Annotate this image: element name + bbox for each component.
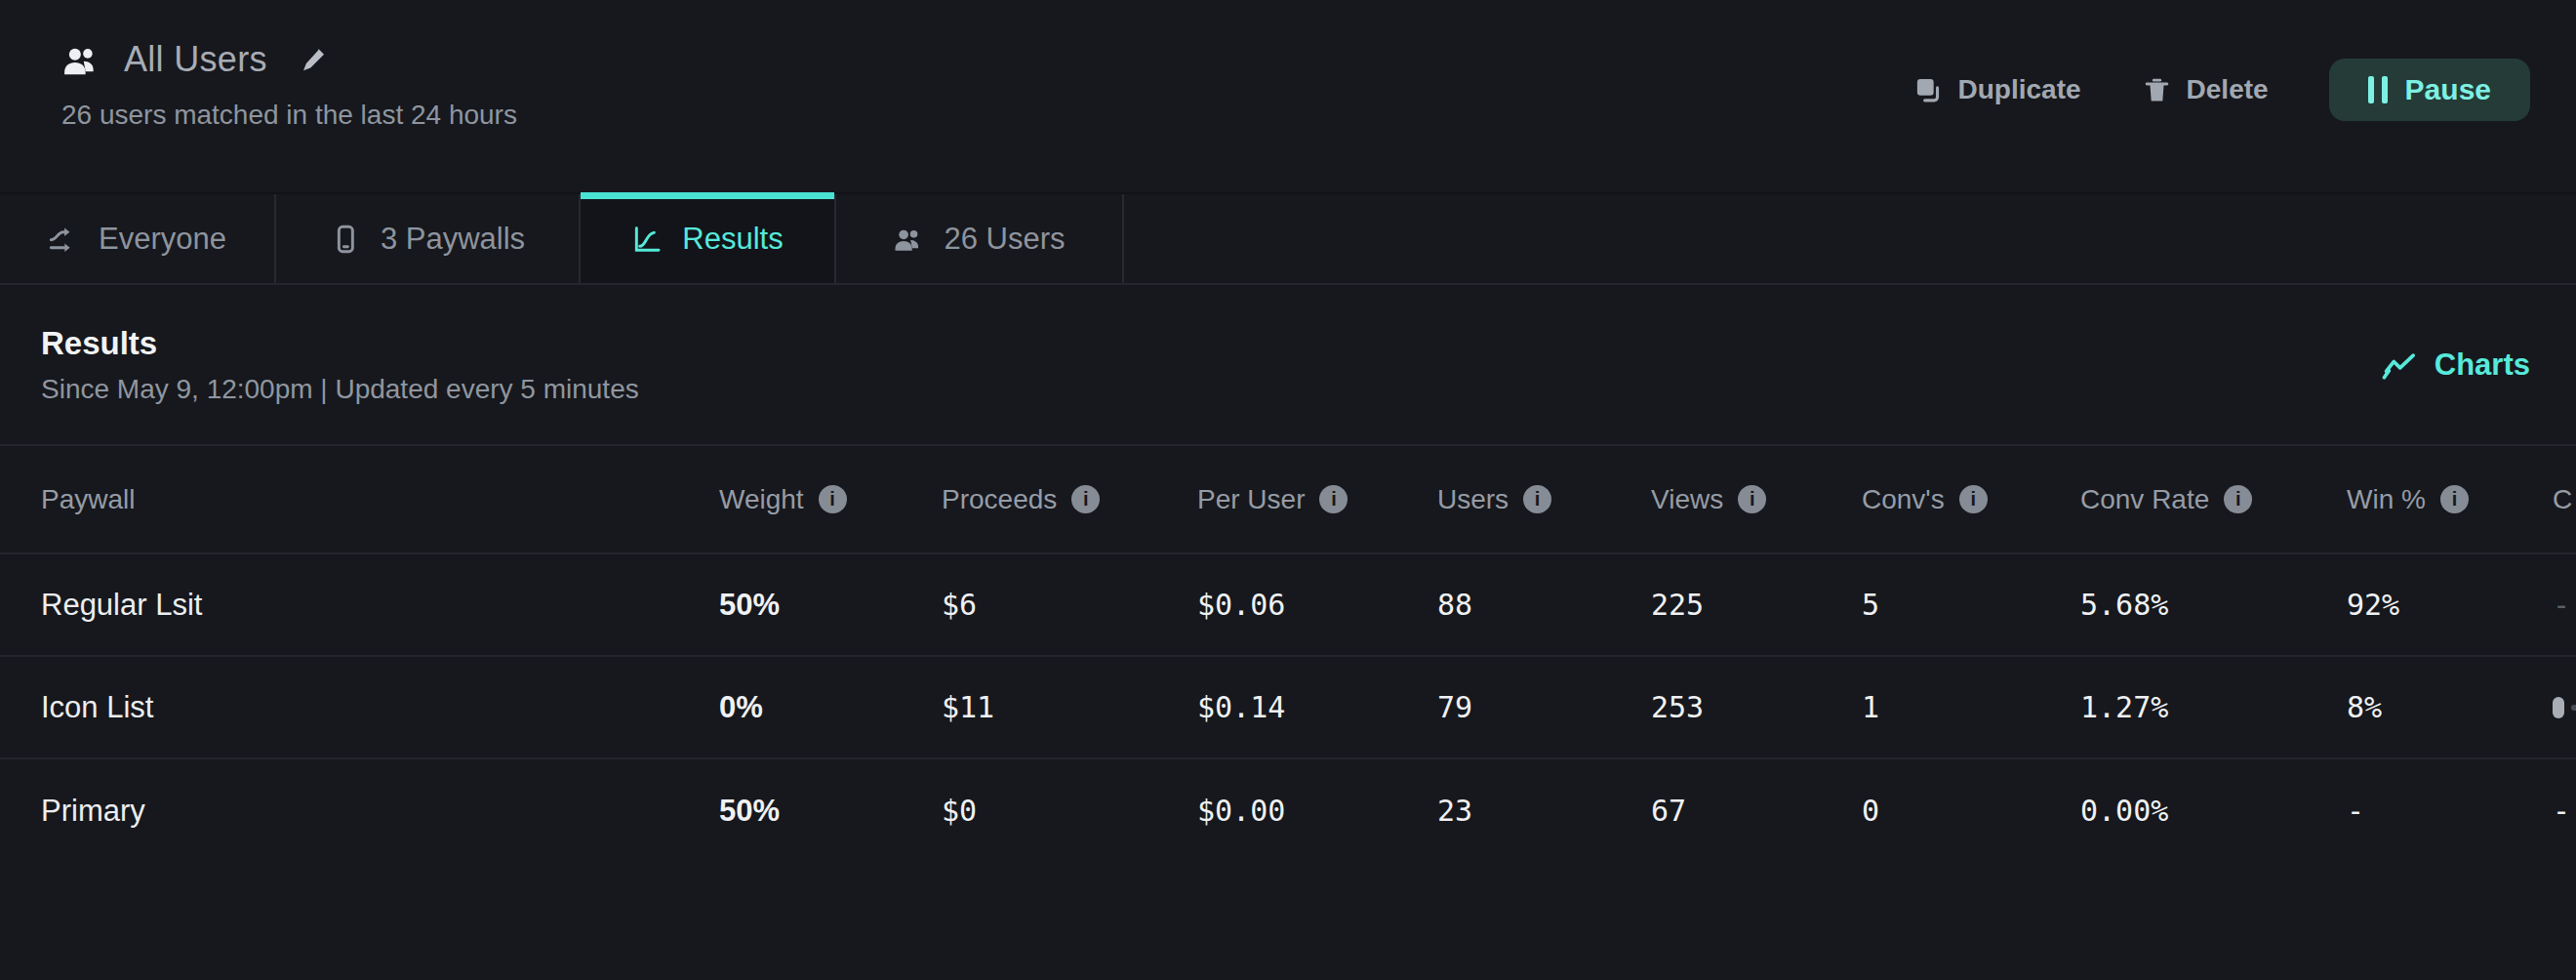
line-chart-icon xyxy=(631,224,663,255)
clipped-value: - xyxy=(2553,588,2576,622)
info-icon[interactable]: i xyxy=(1738,485,1766,513)
weight-value: 50% xyxy=(719,588,942,623)
info-icon[interactable]: i xyxy=(2440,485,2469,513)
paywall-name: Primary xyxy=(41,794,719,829)
weight-value: 0% xyxy=(719,690,942,725)
duplicate-button[interactable]: Duplicate xyxy=(1913,74,2081,105)
per-user-value: $0.06 xyxy=(1197,588,1437,622)
win-value: 8% xyxy=(2347,690,2553,724)
header-actions: Duplicate Delete Pause xyxy=(1913,0,2576,121)
table-row[interactable]: Icon List 0% $11 $0.14 79 253 1 1.27% 8% xyxy=(0,657,2576,759)
charts-label: Charts xyxy=(2435,347,2530,383)
matched-users-subtitle: 26 users matched in the last 24 hours xyxy=(61,100,517,131)
info-icon[interactable]: i xyxy=(2224,485,2252,513)
info-icon[interactable]: i xyxy=(1071,485,1100,513)
top-bar: All Users 26 users matched in the last 2… xyxy=(0,0,2576,192)
users-icon xyxy=(61,44,101,76)
tab-bar: Everyone 3 Paywalls Results xyxy=(0,192,2576,285)
table-row[interactable]: Regular Lsit 50% $6 $0.06 88 225 5 5.68%… xyxy=(0,554,2576,657)
col-proceeds: Proceedsi xyxy=(942,484,1197,515)
trend-line-icon xyxy=(2380,348,2419,382)
col-convs: Conv'si xyxy=(1862,484,2080,515)
branch-arrows-icon xyxy=(48,224,79,255)
col-win: Win %i xyxy=(2347,484,2553,515)
pause-label: Pause xyxy=(2405,73,2491,106)
col-views: Viewsi xyxy=(1651,484,1862,515)
phone-icon xyxy=(330,224,361,255)
results-heading: Results xyxy=(41,325,639,362)
paywall-name: Icon List xyxy=(41,690,719,725)
proceeds-value: $11 xyxy=(942,690,1197,724)
per-user-value: $0.00 xyxy=(1197,794,1437,828)
col-clipped: C xyxy=(2553,484,2576,515)
tab-paywalls[interactable]: 3 Paywalls xyxy=(276,194,581,283)
users-value: 23 xyxy=(1437,794,1651,828)
per-user-value: $0.14 xyxy=(1197,690,1437,724)
clipped-badge xyxy=(2553,697,2576,718)
clipped-value: - xyxy=(2553,794,2576,828)
pencil-icon xyxy=(299,45,328,74)
active-tab-indicator xyxy=(581,192,834,199)
info-icon[interactable]: i xyxy=(1959,485,1988,513)
duplicate-label: Duplicate xyxy=(1958,74,2081,105)
table-header-row: Paywall Weighti Proceedsi Per Useri User… xyxy=(0,444,2576,554)
results-table: Paywall Weighti Proceedsi Per Useri User… xyxy=(0,444,2576,862)
proceeds-value: $0 xyxy=(942,794,1197,828)
tab-bar-filler xyxy=(1124,194,2576,283)
info-icon[interactable]: i xyxy=(1523,485,1551,513)
col-paywall: Paywall xyxy=(41,484,719,515)
delete-button[interactable]: Delete xyxy=(2142,74,2269,105)
win-value: - xyxy=(2347,794,2553,828)
pause-icon xyxy=(2368,76,2388,103)
results-header: Results Since May 9, 12:00pm | Updated e… xyxy=(0,285,2576,444)
conv-rate-value: 1.27% xyxy=(2080,690,2347,724)
results-subheading: Since May 9, 12:00pm | Updated every 5 m… xyxy=(41,374,639,405)
conv-rate-value: 5.68% xyxy=(2080,588,2347,622)
info-icon[interactable]: i xyxy=(819,485,847,513)
col-users: Usersi xyxy=(1437,484,1651,515)
tab-results[interactable]: Results xyxy=(581,194,836,283)
proceeds-value: $6 xyxy=(942,588,1197,622)
duplicate-icon xyxy=(1913,75,1944,105)
badge-pill-icon xyxy=(2553,697,2564,718)
convs-value: 5 xyxy=(1862,588,2080,622)
edit-title-button[interactable] xyxy=(299,45,328,74)
convs-value: 0 xyxy=(1862,794,2080,828)
users-value: 79 xyxy=(1437,690,1651,724)
paywall-name: Regular Lsit xyxy=(41,588,719,623)
views-value: 225 xyxy=(1651,588,1862,622)
weight-value: 50% xyxy=(719,794,942,829)
info-icon[interactable]: i xyxy=(1319,485,1348,513)
charts-button[interactable]: Charts xyxy=(2380,347,2530,383)
badge-fragment xyxy=(2571,705,2576,711)
users-icon xyxy=(893,224,924,255)
tab-everyone[interactable]: Everyone xyxy=(0,194,276,283)
tab-paywalls-label: 3 Paywalls xyxy=(381,222,525,257)
trash-icon xyxy=(2142,75,2172,105)
tab-users-label: 26 Users xyxy=(944,222,1065,257)
win-value: 92% xyxy=(2347,588,2553,622)
tab-everyone-label: Everyone xyxy=(99,222,226,257)
title-block: All Users 26 users matched in the last 2… xyxy=(0,0,517,131)
views-value: 253 xyxy=(1651,690,1862,724)
table-row[interactable]: Primary 50% $0 $0.00 23 67 0 0.00% - - xyxy=(0,759,2576,862)
views-value: 67 xyxy=(1651,794,1862,828)
col-weight: Weighti xyxy=(719,484,942,515)
tab-users[interactable]: 26 Users xyxy=(836,194,1124,283)
convs-value: 1 xyxy=(1862,690,2080,724)
users-value: 88 xyxy=(1437,588,1651,622)
pause-button[interactable]: Pause xyxy=(2329,59,2530,121)
page-title: All Users xyxy=(124,39,267,80)
conv-rate-value: 0.00% xyxy=(2080,794,2347,828)
tab-results-label: Results xyxy=(682,222,783,257)
delete-label: Delete xyxy=(2187,74,2269,105)
col-conv-rate: Conv Ratei xyxy=(2080,484,2347,515)
col-per-user: Per Useri xyxy=(1197,484,1437,515)
